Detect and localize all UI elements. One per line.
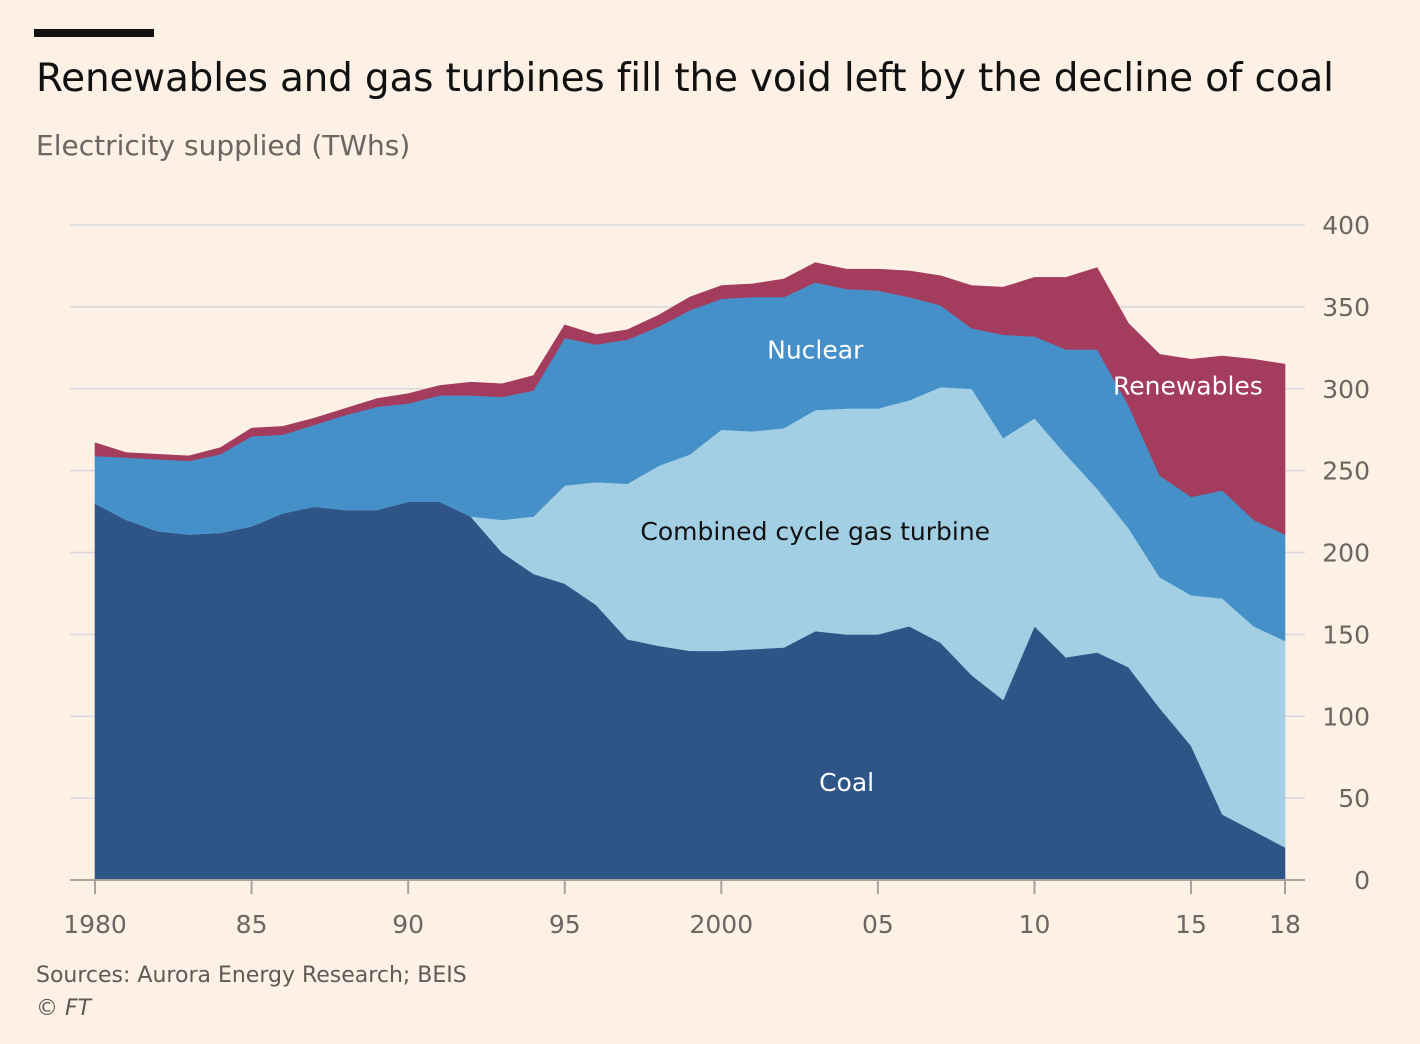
- y-tick-label-250: 250: [1322, 457, 1370, 486]
- series-areas: [94, 262, 1286, 881]
- series-label-combined-cycle-gas-turbine: Combined cycle gas turbine: [640, 517, 990, 546]
- top-rule: [34, 29, 154, 37]
- y-tick-label-350: 350: [1322, 293, 1370, 322]
- y-tick-label-400: 400: [1322, 211, 1370, 240]
- y-tick-label-300: 300: [1322, 375, 1370, 404]
- x-tick-label-1995: 95: [549, 910, 581, 939]
- y-axis: 0 50 100 150 200 250 300 350 400: [1322, 211, 1370, 895]
- chart-subtitle: Electricity supplied (TWhs): [36, 129, 411, 162]
- series-label-nuclear: Nuclear: [767, 335, 864, 364]
- series-labels: Coal Combined cycle gas turbine Nuclear Ren…: [640, 335, 1262, 796]
- x-axis: 1980 85 90 95 2000 05 10 15 18: [63, 879, 1305, 939]
- x-tick-label-1990: 90: [392, 910, 424, 939]
- y-tick-label-200: 200: [1322, 539, 1370, 568]
- x-tick-label-2000: 2000: [690, 910, 754, 939]
- series-label-coal: Coal: [819, 768, 874, 797]
- x-tick-label-2015: 15: [1175, 910, 1207, 939]
- area-renewables: [94, 262, 1286, 535]
- x-tick-label-1985: 85: [236, 910, 268, 939]
- x-tick-label-2018: 18: [1269, 910, 1301, 939]
- y-tick-label-150: 150: [1322, 620, 1370, 649]
- source-note: Sources: Aurora Energy Research; BEIS: [36, 963, 467, 988]
- x-tick-label-2010: 10: [1019, 910, 1051, 939]
- x-tick-label-1980: 1980: [63, 910, 127, 939]
- y-tick-label-100: 100: [1322, 702, 1370, 731]
- chart-title: Renewables and gas turbines fill the voi…: [36, 56, 1334, 101]
- y-tick-label-0: 0: [1354, 866, 1370, 895]
- y-tick-label-50: 50: [1338, 784, 1370, 813]
- series-label-renewables: Renewables: [1113, 371, 1263, 400]
- credit-note: © FT: [36, 996, 92, 1021]
- x-tick-label-2005: 05: [862, 910, 894, 939]
